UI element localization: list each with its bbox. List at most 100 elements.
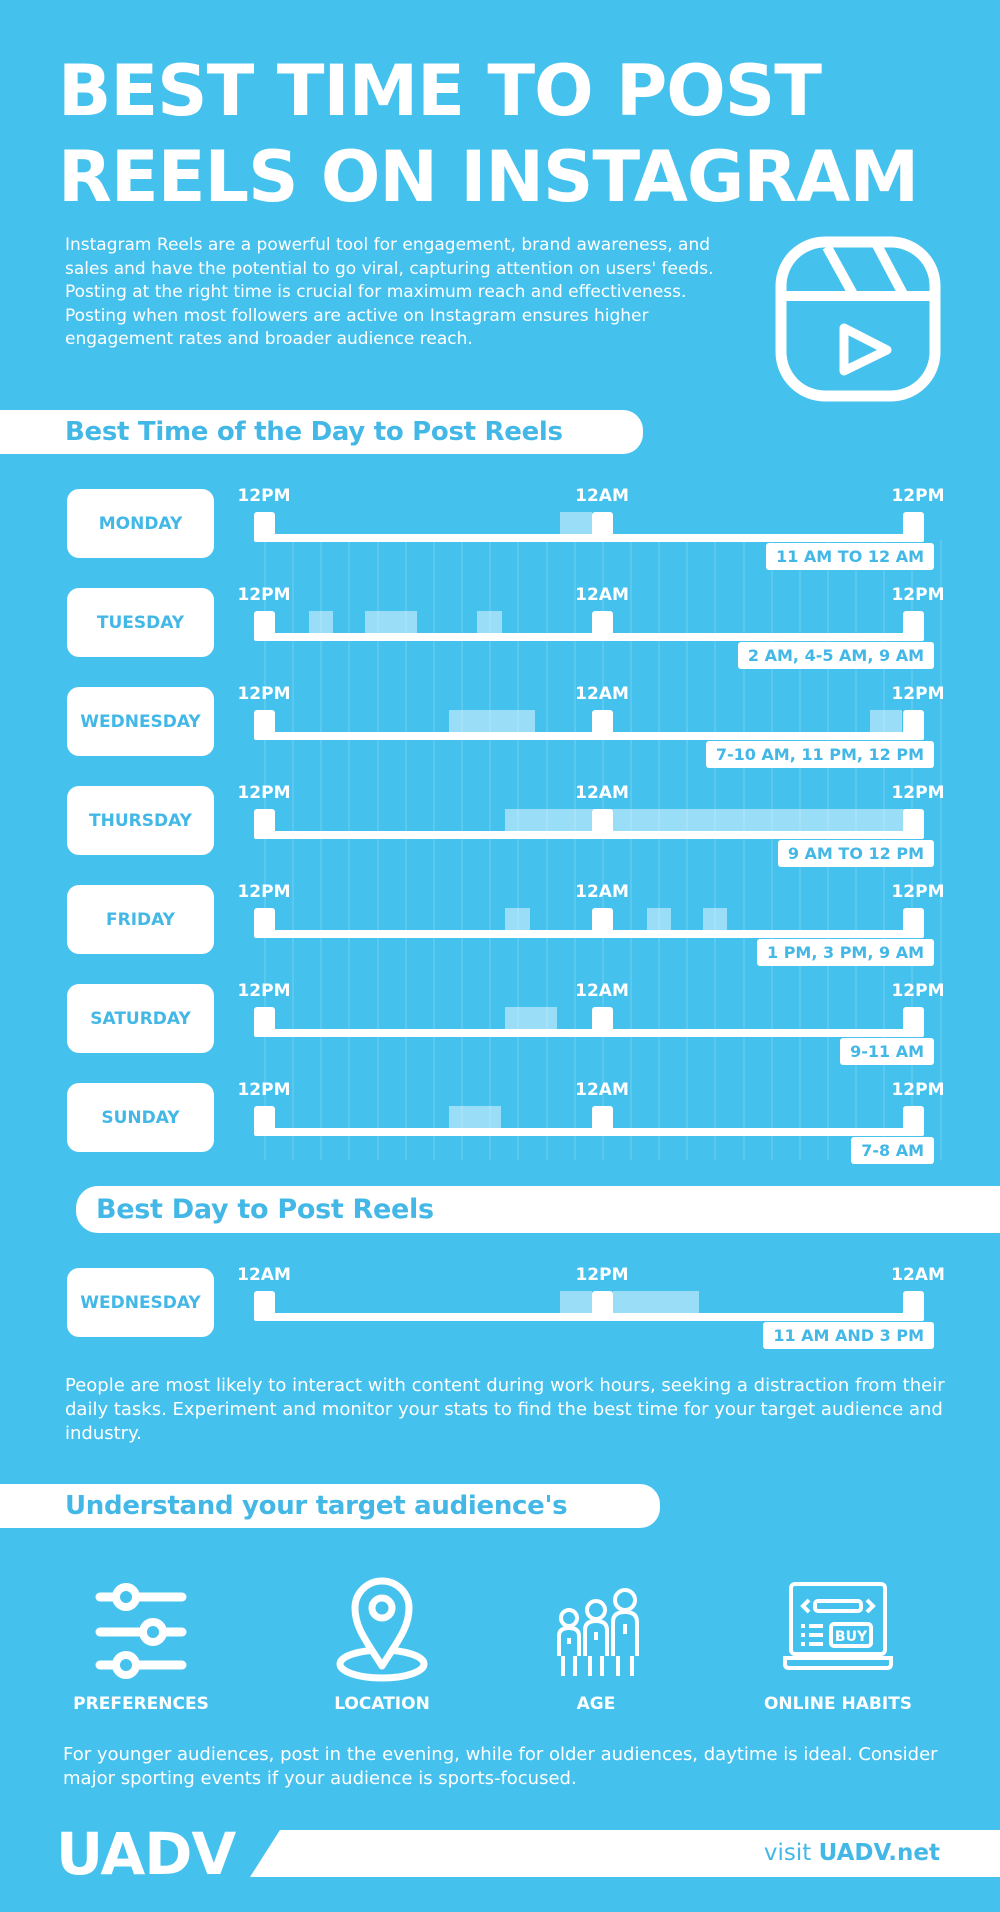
timeline-tick [254, 1291, 275, 1321]
timeline-tick [903, 611, 924, 641]
timeline-axis [254, 710, 924, 740]
timeline-axis [254, 512, 924, 542]
people-age-icon [557, 1588, 639, 1676]
axis-label-start: 12PM [237, 1080, 291, 1100]
hour-grid-line [601, 540, 604, 1160]
footer-band [250, 1830, 1000, 1877]
best-time-highlight [449, 1106, 501, 1128]
axis-label-end: 12PM [891, 585, 945, 605]
timeline-tick [254, 908, 275, 938]
timeline-axis [254, 1291, 924, 1321]
timeline-tick [592, 611, 613, 641]
hour-grid-line [404, 540, 407, 1160]
timeline-tick [903, 908, 924, 938]
best-time-highlight [505, 809, 907, 831]
day-row-friday: FRIDAY 12PM 12AM 12PM 1 PM, 3 PM, 9 AM [0, 882, 1000, 985]
hour-grid-line [658, 540, 661, 1160]
timeline-tick [254, 1106, 275, 1136]
best-time-highlight [647, 908, 671, 930]
timeline-tick [254, 710, 275, 740]
day-label: MONDAY [67, 489, 214, 558]
visit-link[interactable]: visit UADV.net [764, 1840, 940, 1866]
section-title: Best Time of the Day to Post Reels [65, 417, 563, 447]
section-title: Understand your target audience's [65, 1491, 568, 1521]
hour-grid-line [545, 540, 548, 1160]
axis-label-end: 12PM [891, 486, 945, 506]
axis-label-start: 12PM [237, 981, 291, 1001]
map-pin-icon [336, 1577, 428, 1682]
timeline-bar [254, 930, 924, 938]
audience-item-location: LOCATION [272, 1572, 492, 1714]
hour-grid-line [742, 540, 745, 1160]
hour-grid-line [686, 540, 689, 1160]
day-row-tuesday: TUESDAY 12PM 12AM 12PM 2 AM, 4-5 AM, 9 A… [0, 585, 1000, 688]
timeline-tick [903, 1106, 924, 1136]
audience-item-online-habits: BUY ONLINE HABITS [728, 1572, 948, 1714]
timeline-tick [903, 512, 924, 542]
day-label: WEDNESDAY [67, 1268, 214, 1337]
axis-label-start: 12PM [237, 486, 291, 506]
timeline-bar [254, 1313, 924, 1321]
axis-label-start: 12PM [237, 783, 291, 803]
timeline-tick [592, 1007, 613, 1037]
best-time-highlight [613, 1291, 699, 1313]
timeline-bar [254, 534, 924, 542]
section-title: Best Day to Post Reels [96, 1194, 434, 1225]
best-time-highlight [449, 710, 535, 732]
timeline-bar [254, 1128, 924, 1136]
hour-grid-line [292, 540, 295, 1160]
hour-grid-line [770, 540, 773, 1160]
best-time-highlight [560, 1291, 592, 1313]
axis-label-start: 12PM [237, 882, 291, 902]
day-row-sunday: SUNDAY 12PM 12AM 12PM 7-8 AM [0, 1080, 1000, 1183]
audience-item-age: AGE [486, 1572, 706, 1714]
axis-label-mid: 12PM [575, 1265, 629, 1285]
audience-label: LOCATION [334, 1694, 430, 1714]
audience-label: AGE [576, 1694, 616, 1714]
section-heading-best-day: Best Day to Post Reels [76, 1186, 1000, 1233]
time-range-badge: 9-11 AM [840, 1038, 934, 1065]
timeline-tick [254, 809, 275, 839]
time-range-badge: 2 AM, 4-5 AM, 9 AM [737, 642, 934, 669]
hour-grid-line [432, 540, 435, 1160]
timeline-axis [254, 611, 924, 641]
section-heading-time-of-day: Best Time of the Day to Post Reels [0, 410, 643, 454]
visit-prefix: visit [763, 1840, 819, 1866]
axis-label-mid: 12AM [575, 981, 629, 1001]
hour-grid-line [714, 540, 717, 1160]
timeline-bar [254, 1029, 924, 1037]
axis-label-end: 12PM [891, 981, 945, 1001]
day-row-thursday: THURSDAY 12PM 12AM 12PM 9 AM TO 12 PM [0, 783, 1000, 886]
best-time-highlight [703, 908, 727, 930]
timeline-tick [592, 512, 613, 542]
axis-label-end: 12PM [891, 1080, 945, 1100]
timeline-tick [592, 710, 613, 740]
timeline-axis [254, 809, 924, 839]
hour-grid-line [573, 540, 576, 1160]
day-label: THURSDAY [67, 786, 214, 855]
axis-label-start: 12AM [237, 1265, 291, 1285]
timeline-tick [592, 1291, 613, 1321]
axis-label-mid: 12AM [575, 585, 629, 605]
hour-grid-line [320, 540, 323, 1160]
intro-paragraph: Instagram Reels are a powerful tool for … [65, 235, 714, 349]
axis-label-mid: 12AM [575, 783, 629, 803]
page-title: BEST TIME TO POST REELS ON INSTAGRAM [58, 48, 998, 220]
timeline-axis [254, 1007, 924, 1037]
section-heading-audience: Understand your target audience's [0, 1484, 660, 1528]
day-row-monday: MONDAY 12PM 12AM 12PM 11 AM TO 12 AM [0, 486, 1000, 589]
timeline-bar [254, 633, 924, 641]
audience-note: For younger audiences, post in the eveni… [63, 1744, 938, 1789]
timeline-axis [254, 908, 924, 938]
best-time-highlight [365, 611, 417, 633]
audience-item-preferences: PREFERENCES [31, 1572, 251, 1714]
time-range-badge: 7-10 AM, 11 PM, 12 PM [705, 741, 934, 768]
day-row-saturday: SATURDAY 12PM 12AM 12PM 9-11 AM [0, 981, 1000, 1084]
hour-grid-line [348, 540, 351, 1160]
sliders-icon [95, 1583, 187, 1679]
hour-grid-line [376, 540, 379, 1160]
axis-label-mid: 12AM [575, 1080, 629, 1100]
time-range-badge: 11 AM AND 3 PM [763, 1322, 934, 1349]
timeline-tick [254, 1007, 275, 1037]
title-line-1: BEST TIME TO POST [58, 50, 822, 132]
